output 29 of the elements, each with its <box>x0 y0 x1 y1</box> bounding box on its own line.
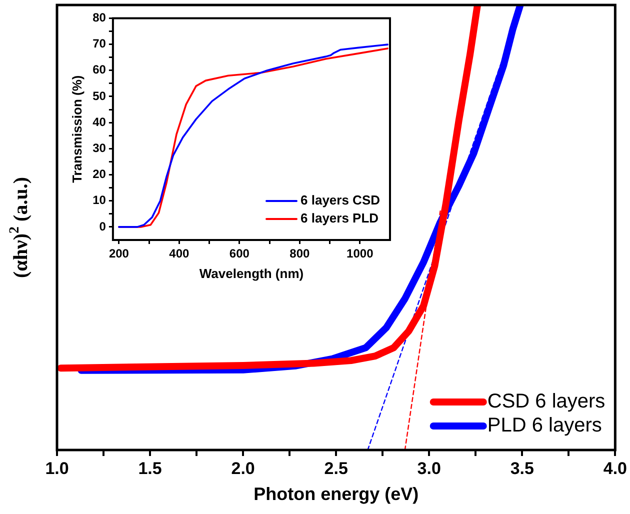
y-tick-label: 70 <box>92 36 106 51</box>
x-tick-label: 200 <box>108 246 130 261</box>
x-tick-label: 1.0 <box>45 458 69 478</box>
x-tick-label: 1000 <box>346 246 374 261</box>
y-tick-label: 40 <box>92 114 106 129</box>
y-tick-label: 30 <box>92 140 106 155</box>
legend-label: 6 layers CSD <box>300 192 380 208</box>
y-tick-label: 60 <box>92 62 106 77</box>
y-tick-label: 0 <box>99 219 106 234</box>
y-tick-label: 80 <box>92 10 106 25</box>
x-tick-label: 600 <box>229 246 250 261</box>
legend-label: CSD 6 layers <box>487 390 606 413</box>
x-tick-label: 1.5 <box>138 458 162 478</box>
x-tick-label: 3.5 <box>510 458 534 478</box>
x-tick-label: 4.0 <box>603 458 628 478</box>
y-tick-label: 10 <box>92 193 106 208</box>
legend-label: 6 layers PLD <box>300 210 379 226</box>
x-axis-title: Photon energy (eV) <box>254 484 419 504</box>
y-axis-title: (αhν)2 (a.u.) <box>8 177 32 278</box>
legend-label: PLD 6 layers <box>487 414 602 437</box>
x-tick-label: 800 <box>290 246 310 261</box>
x-tick-label: 2.0 <box>231 458 255 478</box>
x-tick-label: 3.0 <box>417 458 441 478</box>
x-tick-label: 2.5 <box>324 458 348 478</box>
y-tick-label: 20 <box>92 167 106 182</box>
y-tick-label: 50 <box>92 88 106 103</box>
y-axis-title: Transmission (%) <box>69 75 84 183</box>
x-tick-label: 400 <box>169 246 190 261</box>
x-axis-title: Wavelength (nm) <box>199 266 304 281</box>
